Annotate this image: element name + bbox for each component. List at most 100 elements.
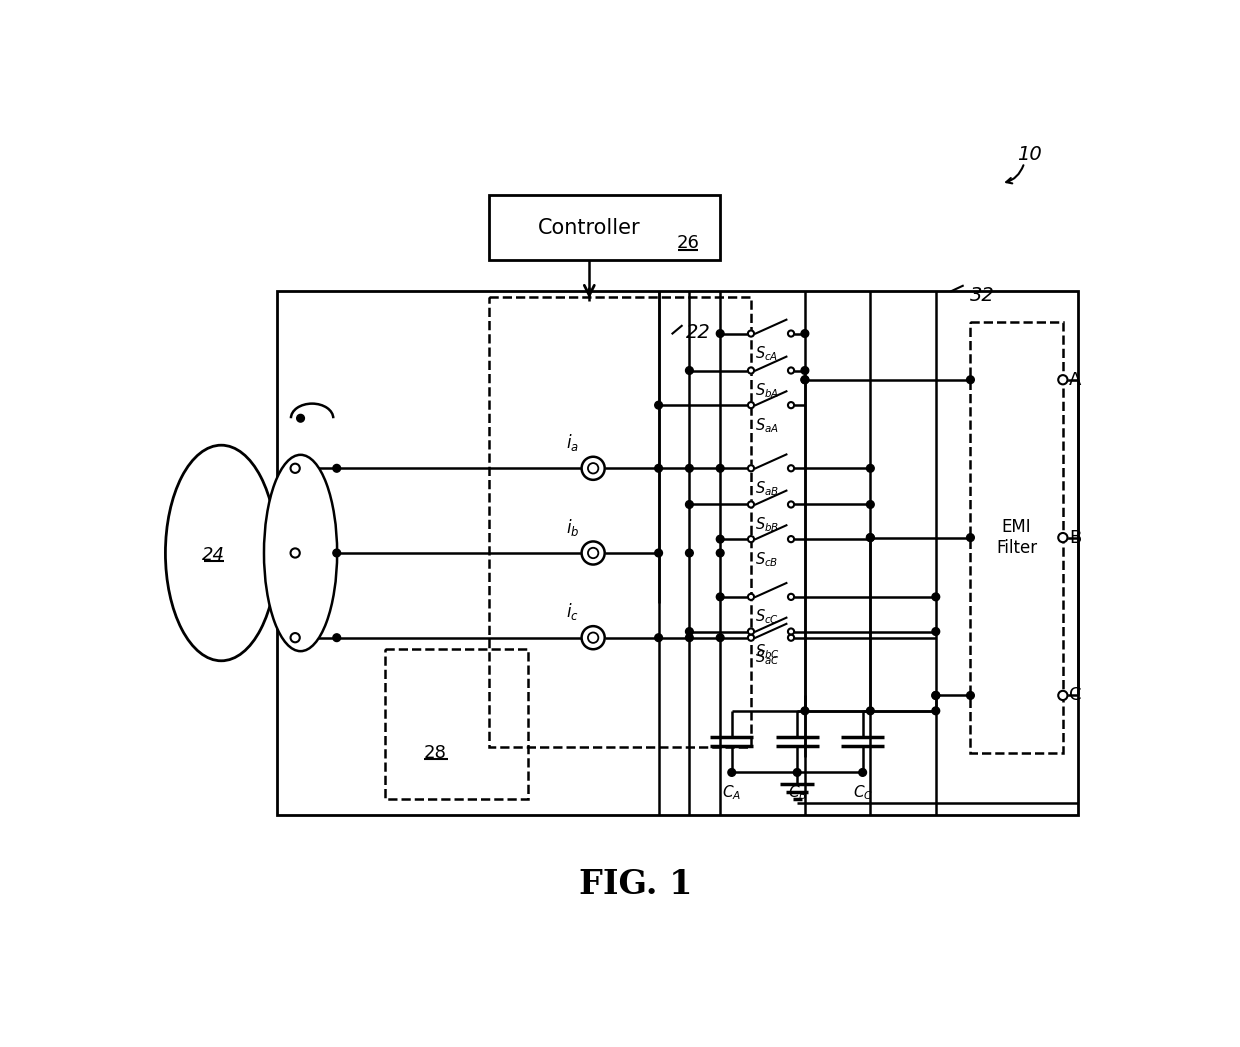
Circle shape (748, 634, 754, 641)
Circle shape (787, 628, 794, 634)
Circle shape (748, 536, 754, 542)
Text: $S_{aA}$: $S_{aA}$ (755, 416, 779, 435)
Circle shape (290, 633, 300, 642)
Text: $i_a$: $i_a$ (567, 432, 579, 453)
Circle shape (867, 534, 874, 541)
Circle shape (801, 376, 808, 383)
Circle shape (932, 628, 940, 636)
Circle shape (794, 768, 801, 776)
Circle shape (588, 463, 599, 473)
Circle shape (867, 500, 874, 509)
Circle shape (717, 633, 724, 642)
Circle shape (787, 634, 794, 641)
Circle shape (801, 366, 808, 375)
Circle shape (801, 330, 808, 337)
Circle shape (296, 415, 304, 422)
Circle shape (932, 692, 940, 699)
Circle shape (686, 633, 693, 642)
Circle shape (967, 692, 975, 699)
Text: EMI
Filter: EMI Filter (996, 518, 1037, 557)
Text: A: A (1069, 371, 1081, 388)
Bar (278, 291, 1079, 815)
Circle shape (748, 367, 754, 374)
Circle shape (1058, 375, 1068, 384)
Text: $S_{bB}$: $S_{bB}$ (755, 515, 779, 534)
Circle shape (655, 633, 662, 642)
Text: 10: 10 (1017, 146, 1042, 164)
Circle shape (728, 768, 735, 776)
Circle shape (686, 465, 693, 472)
Circle shape (686, 628, 693, 636)
Circle shape (655, 465, 662, 472)
Circle shape (859, 768, 867, 776)
Text: $i_b$: $i_b$ (565, 516, 579, 537)
Circle shape (1058, 691, 1068, 700)
Circle shape (655, 401, 662, 409)
Circle shape (717, 535, 724, 543)
Circle shape (582, 456, 605, 480)
Circle shape (967, 376, 975, 383)
Circle shape (748, 465, 754, 471)
Circle shape (717, 465, 724, 472)
Ellipse shape (264, 454, 337, 651)
Circle shape (932, 692, 940, 699)
Circle shape (290, 549, 300, 558)
Circle shape (787, 502, 794, 508)
Circle shape (748, 331, 754, 337)
Circle shape (867, 465, 874, 472)
Text: FIG. 1: FIG. 1 (579, 868, 692, 900)
Circle shape (686, 366, 693, 375)
Circle shape (582, 541, 605, 564)
Text: $i_c$: $i_c$ (567, 601, 579, 622)
Text: 32: 32 (971, 286, 996, 305)
Circle shape (717, 330, 724, 337)
Circle shape (717, 549, 724, 557)
Circle shape (686, 549, 693, 557)
Circle shape (717, 593, 724, 601)
Circle shape (932, 593, 940, 601)
Text: 22: 22 (686, 322, 711, 341)
Bar (971, 322, 1063, 753)
Text: Controller: Controller (538, 218, 641, 238)
Circle shape (787, 402, 794, 408)
Text: $C_{B}$: $C_{B}$ (787, 783, 807, 802)
Text: $S_{bA}$: $S_{bA}$ (755, 381, 779, 400)
Circle shape (748, 502, 754, 508)
Text: $S_{cA}$: $S_{cA}$ (755, 344, 777, 363)
Text: $S_{bC}$: $S_{bC}$ (755, 642, 780, 661)
Circle shape (748, 594, 754, 600)
Circle shape (588, 548, 599, 558)
Circle shape (332, 633, 341, 642)
Text: 24: 24 (202, 547, 224, 564)
Circle shape (787, 594, 794, 600)
Circle shape (787, 331, 794, 337)
Text: $S_{aB}$: $S_{aB}$ (755, 480, 779, 497)
Circle shape (867, 707, 874, 715)
Circle shape (582, 626, 605, 649)
Circle shape (686, 500, 693, 509)
Ellipse shape (165, 445, 277, 661)
Text: $C_{A}$: $C_{A}$ (722, 783, 742, 802)
Circle shape (867, 534, 874, 541)
Circle shape (655, 549, 662, 557)
Text: $S_{aC}$: $S_{aC}$ (755, 648, 780, 667)
Circle shape (290, 464, 300, 473)
Circle shape (787, 465, 794, 471)
Circle shape (801, 707, 808, 715)
Circle shape (787, 367, 794, 374)
Text: B: B (1069, 529, 1081, 547)
Circle shape (588, 632, 599, 643)
Text: $S_{cC}$: $S_{cC}$ (755, 607, 779, 626)
Circle shape (332, 549, 341, 557)
Text: b: b (306, 544, 317, 562)
Text: c: c (306, 628, 316, 647)
Circle shape (332, 465, 341, 472)
Text: C: C (1069, 687, 1081, 705)
Circle shape (932, 707, 940, 715)
Bar (386, 649, 528, 800)
Circle shape (1058, 533, 1068, 542)
Text: a: a (306, 460, 317, 477)
Bar (490, 296, 751, 747)
Circle shape (967, 534, 975, 541)
Bar (490, 195, 720, 261)
